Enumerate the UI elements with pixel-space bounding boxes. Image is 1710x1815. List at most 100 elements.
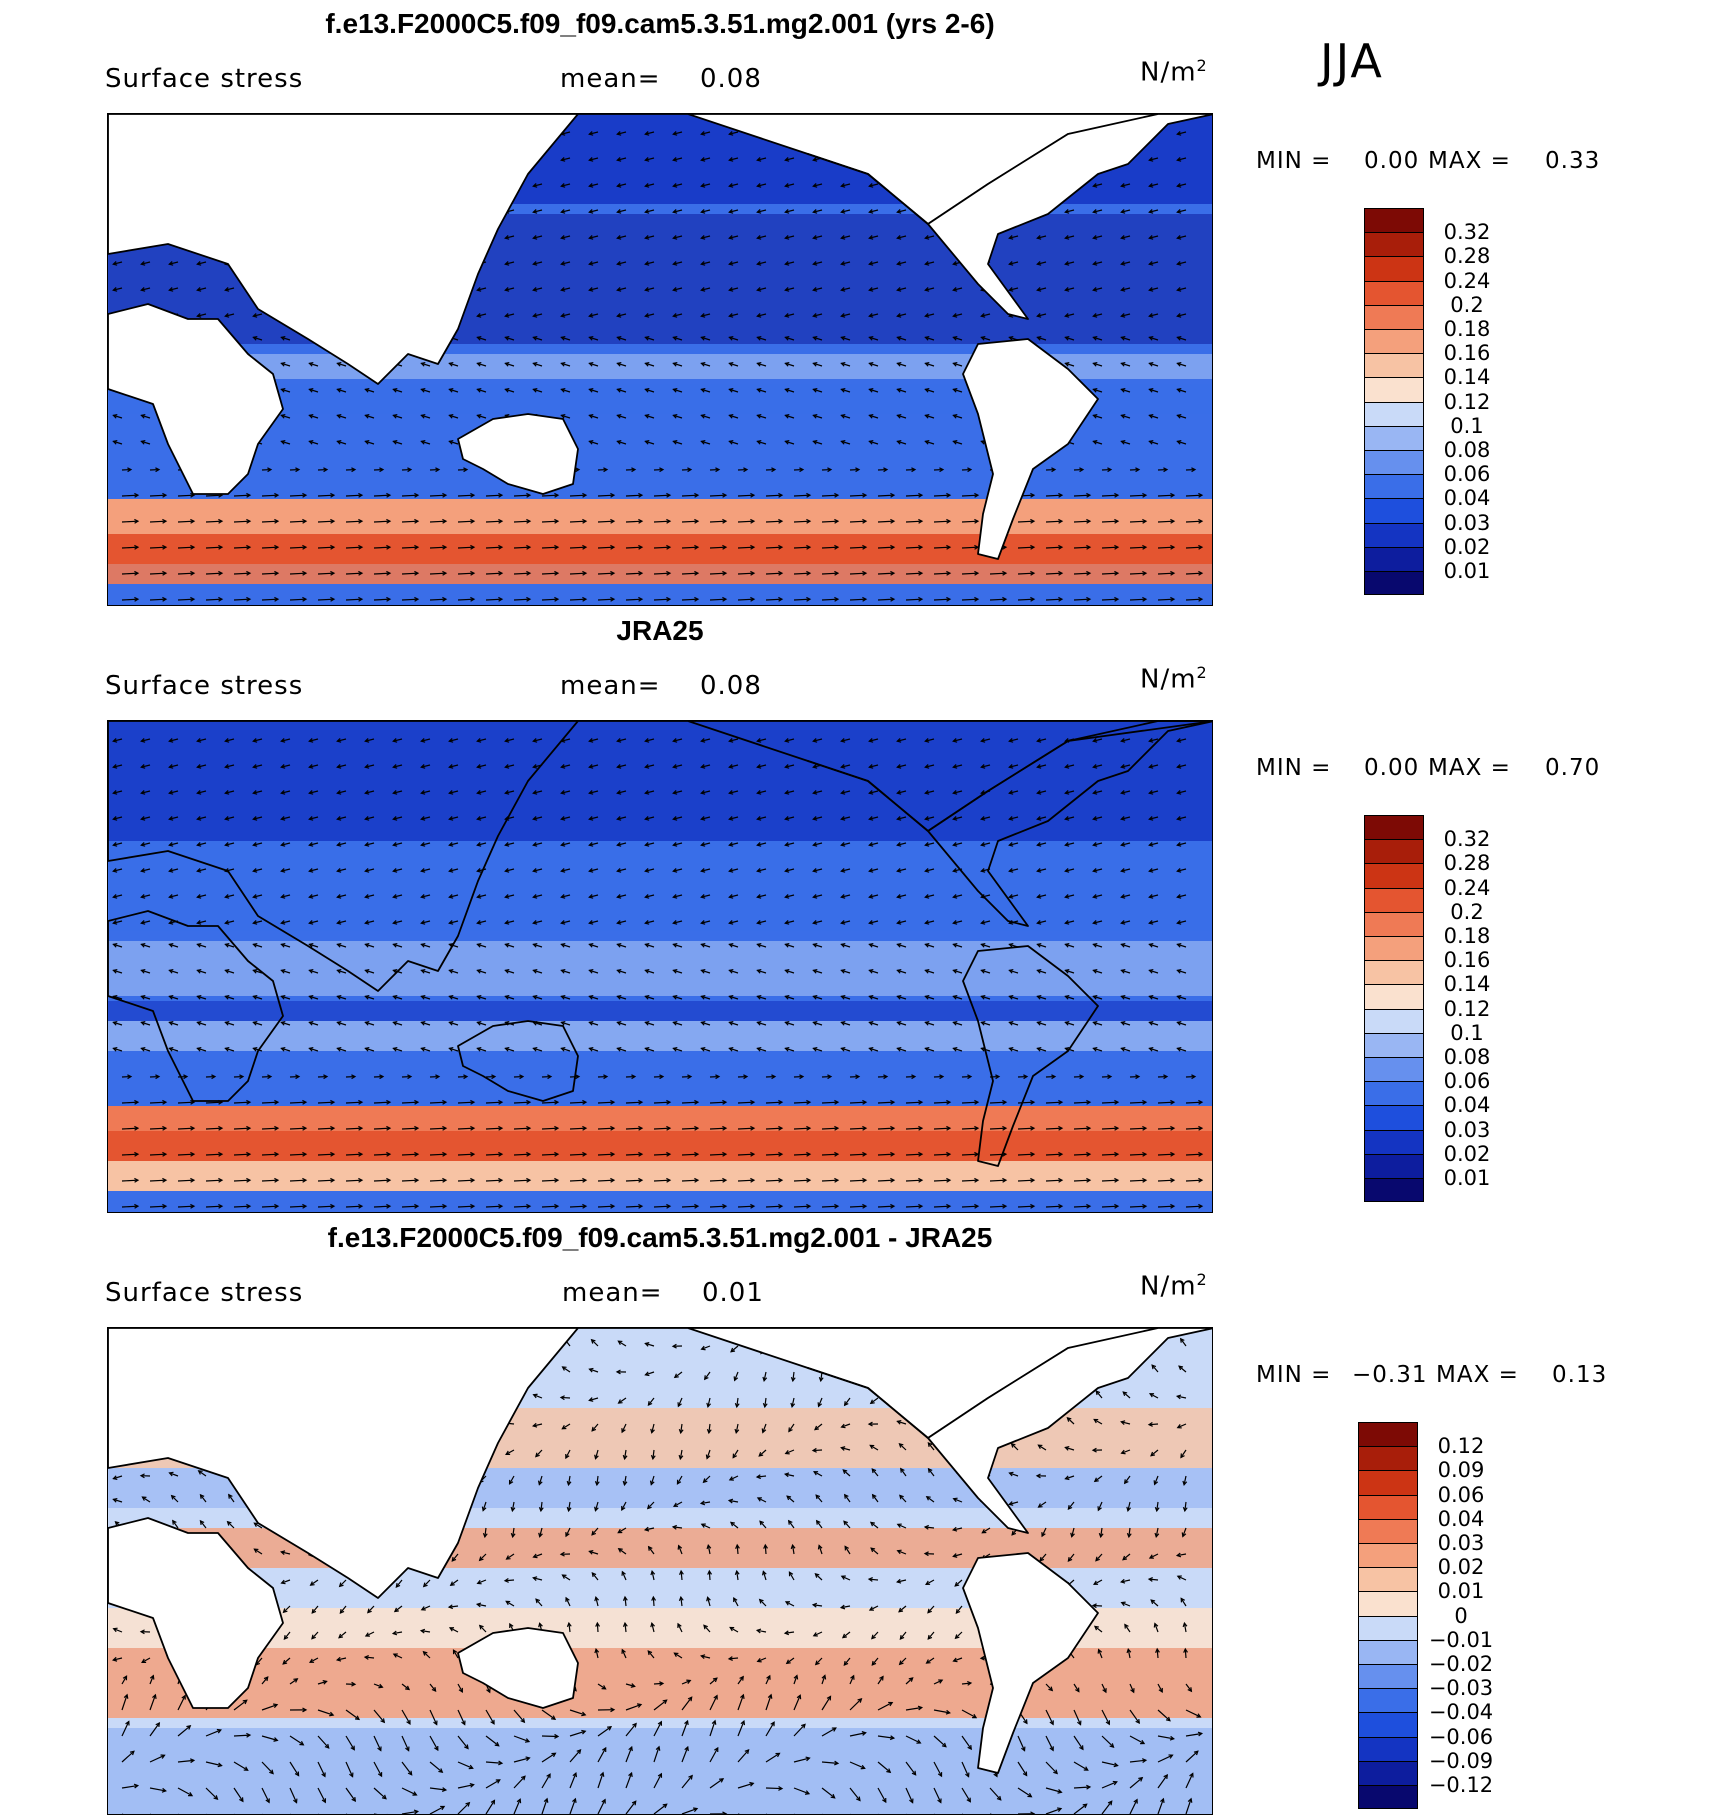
- stress-arrow: [1149, 414, 1159, 419]
- stress-arrowhead: [1183, 1647, 1188, 1653]
- stress-arrowhead: [924, 361, 930, 367]
- stress-contour-band: [108, 1021, 1212, 1051]
- stress-arrowhead: [414, 492, 420, 498]
- stress-arrow: [177, 1759, 194, 1763]
- stress-arrow: [533, 336, 543, 341]
- stress-arrowhead: [740, 1719, 746, 1726]
- stress-arrowhead: [350, 1745, 355, 1751]
- stress-arrow: [113, 894, 123, 898]
- stress-arrowhead: [700, 335, 706, 341]
- stress-arrow: [1185, 1153, 1203, 1156]
- stress-arrowhead: [896, 816, 902, 821]
- stress-arrowhead: [644, 313, 650, 318]
- stress-arrow: [393, 1021, 403, 1026]
- stress-arrow: [485, 1179, 503, 1182]
- stress-arrowhead: [162, 1125, 168, 1131]
- stress-arrowhead: [302, 1125, 308, 1131]
- stress-arrow: [673, 414, 683, 419]
- stress-arrow: [253, 738, 263, 742]
- stress-arrowhead: [952, 261, 958, 266]
- stress-arrow: [513, 1775, 526, 1789]
- stress-arrow: [309, 1047, 319, 1052]
- stress-arrowhead: [952, 1046, 958, 1052]
- max-value: 0.70: [1545, 755, 1601, 781]
- stress-arrow: [673, 209, 683, 213]
- stress-arrowhead: [336, 868, 342, 873]
- stress-arrow: [505, 943, 515, 948]
- stress-arrowhead: [758, 1451, 764, 1457]
- stress-arrow: [198, 1470, 207, 1477]
- stress-arrowhead: [1148, 439, 1154, 445]
- stress-arrowhead: [196, 894, 202, 899]
- stress-arrowhead: [336, 894, 342, 899]
- stress-arrow: [1129, 520, 1147, 523]
- stress-arrowhead: [784, 1601, 791, 1606]
- stress-arrowhead: [1093, 1418, 1099, 1424]
- stress-arrow: [1121, 235, 1131, 239]
- stress-arrow: [311, 1631, 319, 1640]
- stress-arrow: [897, 414, 907, 419]
- stress-arrow: [1101, 1761, 1118, 1767]
- stress-arrowhead: [1008, 816, 1014, 821]
- stress-arrow: [365, 943, 375, 948]
- stress-arrowhead: [644, 131, 650, 136]
- stress-arrowhead: [1036, 235, 1042, 240]
- stress-arrowhead: [981, 1528, 987, 1534]
- stress-arrow: [813, 1471, 823, 1477]
- stress-arrowhead: [448, 1627, 455, 1632]
- colorbar-frame: [1364, 815, 1424, 1203]
- stress-arrowhead: [728, 413, 734, 419]
- stress-arrow: [785, 894, 795, 898]
- stress-arrow: [927, 1605, 935, 1614]
- stress-arrow: [429, 1709, 438, 1725]
- stress-arrow: [617, 388, 627, 393]
- stress-arrow: [1017, 572, 1035, 575]
- stress-arrow: [457, 1735, 469, 1749]
- stress-arrowhead: [707, 1569, 713, 1575]
- stress-arrowhead: [678, 1569, 684, 1575]
- stress-arrowhead: [862, 1177, 868, 1183]
- stress-arrowhead: [508, 1479, 514, 1485]
- stress-arrowhead: [280, 920, 286, 925]
- stress-arrowhead: [546, 1773, 551, 1779]
- stress-arrowhead: [280, 1046, 286, 1052]
- stress-arrowhead: [470, 570, 476, 576]
- stress-arrowhead: [442, 1099, 448, 1105]
- stress-arrowhead: [826, 1695, 832, 1701]
- stress-arrowhead: [190, 1151, 196, 1157]
- stress-arrow: [225, 313, 235, 317]
- stress-arrowhead: [616, 439, 622, 445]
- stress-arrow: [757, 287, 767, 291]
- stress-arrowhead: [952, 313, 958, 318]
- stress-arrowhead: [392, 738, 398, 743]
- stress-arrowhead: [784, 439, 790, 445]
- stress-arrowhead: [448, 361, 454, 367]
- stress-arrow: [1045, 1101, 1063, 1104]
- stress-arrowhead: [1097, 1506, 1102, 1512]
- colorbar-swatch: [1364, 839, 1424, 864]
- stress-arrow: [1073, 520, 1091, 523]
- stress-arrow: [1180, 1338, 1187, 1347]
- stress-arrow: [897, 313, 907, 317]
- stress-arrowhead: [743, 1074, 749, 1080]
- colorbar-tick-label: −0.12: [1428, 1773, 1494, 1797]
- stress-arrowhead: [420, 387, 426, 393]
- stress-arrow: [540, 1501, 543, 1512]
- stress-arrow: [512, 1527, 515, 1537]
- stress-arrowhead: [898, 1660, 904, 1666]
- min-label: MIN =: [1256, 148, 1332, 174]
- stress-arrowhead: [644, 235, 650, 240]
- stress-arrow: [233, 520, 251, 523]
- stress-arrow: [1038, 1444, 1047, 1451]
- stress-arrowhead: [924, 968, 930, 974]
- stress-arrow: [701, 1021, 711, 1026]
- stress-arrowhead: [476, 287, 482, 292]
- stress-arrowhead: [470, 1203, 476, 1209]
- stress-arrow: [339, 1579, 347, 1587]
- stress-arrowhead: [700, 942, 706, 948]
- stress-arrow: [813, 868, 823, 872]
- stress-arrowhead: [644, 738, 650, 743]
- stress-arrowhead: [582, 596, 588, 602]
- stress-arrow: [561, 157, 571, 161]
- stress-arrowhead: [1147, 1576, 1153, 1582]
